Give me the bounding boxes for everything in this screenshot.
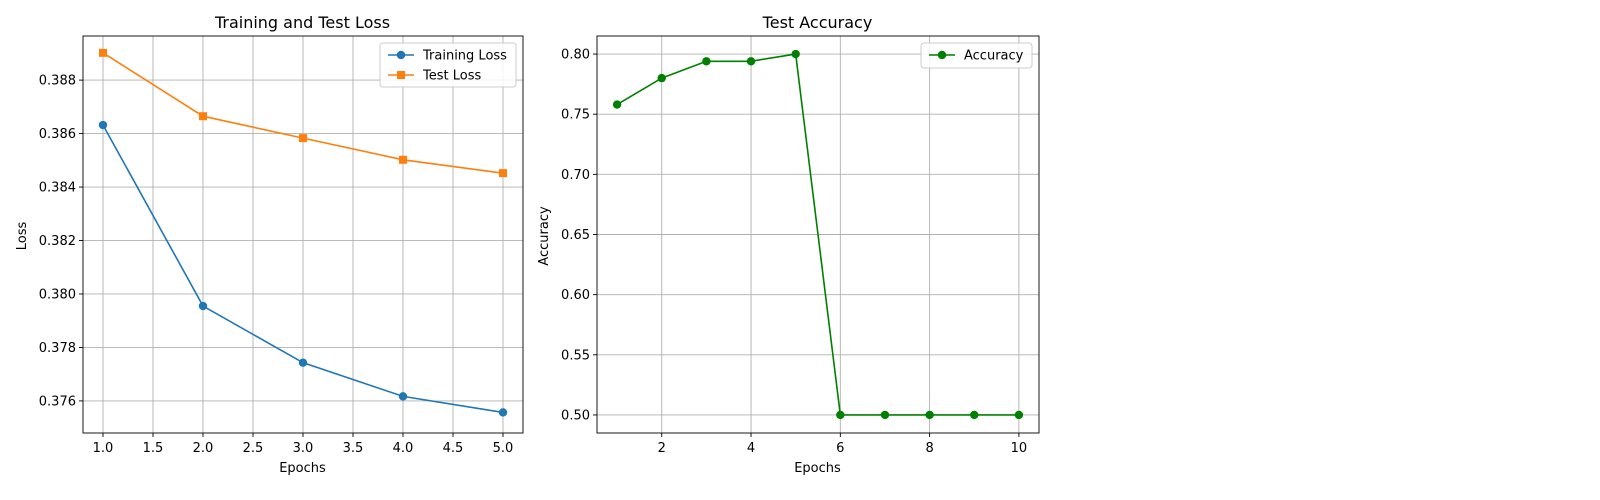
- accuracy-y-tick-label: 0.70: [561, 168, 590, 183]
- accuracy-x-tick-label: 4: [747, 441, 755, 456]
- loss-data-point: [99, 48, 107, 57]
- loss-chart: Training and Test Loss Epochs Loss 1.0 1.…: [15, 13, 524, 476]
- accuracy-data-point: [612, 100, 622, 109]
- accuracy-x-tick-label: 6: [836, 441, 844, 456]
- loss-data-point: [499, 169, 507, 178]
- accuracy-axes-frame: [596, 35, 1040, 434]
- loss-series-0: [98, 120, 508, 417]
- loss-x-tick-label: 3.0: [293, 441, 314, 456]
- accuracy-data-point: [702, 57, 711, 66]
- loss-x-tick-label: 4.5: [443, 441, 464, 456]
- accuracy-data-point: [880, 410, 890, 420]
- loss-series-1: [99, 48, 507, 178]
- loss-data-point: [398, 392, 408, 401]
- loss-x-tick-label: 2.0: [193, 441, 214, 456]
- accuracy-x-tick-label: 10: [1011, 441, 1028, 456]
- loss-chart-ylabel: Loss: [15, 222, 30, 251]
- accuracy-series-0: [612, 49, 1024, 420]
- accuracy-x-tick-label: 8: [925, 441, 933, 456]
- loss-data-point: [299, 134, 307, 143]
- loss-axes-frame: [82, 35, 524, 434]
- loss-x-tick-label: 2.5: [243, 441, 264, 456]
- accuracy-data-point: [657, 73, 666, 83]
- accuracy-y-tick-label: 0.55: [561, 348, 590, 363]
- loss-legend-label: Training Loss: [422, 49, 507, 64]
- loss-data-point: [98, 120, 108, 130]
- loss-y-tick-label: 0.380: [39, 287, 76, 302]
- loss-y-tick-label: 0.388: [39, 74, 76, 89]
- loss-data-point: [198, 301, 208, 311]
- accuracy-data-point: [836, 410, 845, 420]
- accuracy-y-tick-label: 0.75: [561, 108, 590, 123]
- loss-x-tick-label: 1.0: [93, 441, 114, 456]
- accuracy-chart-ylabel: Accuracy: [537, 206, 552, 266]
- loss-legend-marker: [396, 50, 406, 60]
- accuracy-chart-title: Test Accuracy: [762, 13, 873, 32]
- loss-y-tick-label: 0.376: [39, 394, 76, 409]
- accuracy-y-tick-label: 0.60: [561, 288, 590, 303]
- accuracy-chart-xlabel: Epochs: [794, 461, 841, 476]
- accuracy-y-tick-label: 0.80: [561, 48, 590, 63]
- loss-y-tick-label: 0.378: [39, 341, 76, 356]
- loss-legend-marker: [397, 71, 405, 79]
- loss-y-tick-label: 0.386: [39, 127, 76, 142]
- accuracy-data-point: [970, 410, 979, 420]
- loss-data-point: [298, 358, 308, 367]
- accuracy-legend-marker: [937, 50, 947, 60]
- accuracy-series-line: [616, 53, 1019, 416]
- accuracy-y-tick-label: 0.65: [561, 228, 590, 243]
- accuracy-data-point: [746, 57, 756, 66]
- loss-x-tick-label: 5.0: [493, 441, 514, 456]
- loss-x-tick-label: 1.5: [143, 441, 164, 456]
- loss-legend-label: Test Loss: [422, 69, 481, 84]
- loss-data-point: [199, 112, 207, 121]
- accuracy-legend: Accuracy: [920, 42, 1033, 69]
- loss-chart-title: Training and Test Loss: [214, 13, 390, 32]
- loss-y-tick-label: 0.384: [39, 181, 76, 196]
- accuracy-chart: Test Accuracy Epochs Accuracy 2 4 6 8 10 0.50…: [537, 13, 1040, 476]
- loss-legend-box: [379, 42, 517, 88]
- loss-grid: [83, 36, 523, 433]
- accuracy-data-point: [791, 49, 800, 59]
- accuracy-data-point: [925, 410, 934, 420]
- accuracy-data-point: [1014, 410, 1024, 420]
- loss-data-point: [399, 155, 407, 164]
- accuracy-legend-label: Accuracy: [964, 49, 1024, 64]
- loss-legend: Training Loss Test Loss: [379, 42, 517, 88]
- loss-y-tick-label: 0.382: [39, 234, 76, 249]
- accuracy-y-tick-label: 0.50: [561, 408, 590, 423]
- loss-data-point: [498, 408, 508, 417]
- loss-x-tick-label: 4.0: [393, 441, 414, 456]
- loss-x-tick-label: 3.5: [343, 441, 364, 456]
- loss-chart-xlabel: Epochs: [279, 461, 326, 476]
- accuracy-legend-box: [920, 42, 1033, 69]
- accuracy-x-tick-label: 2: [658, 441, 666, 456]
